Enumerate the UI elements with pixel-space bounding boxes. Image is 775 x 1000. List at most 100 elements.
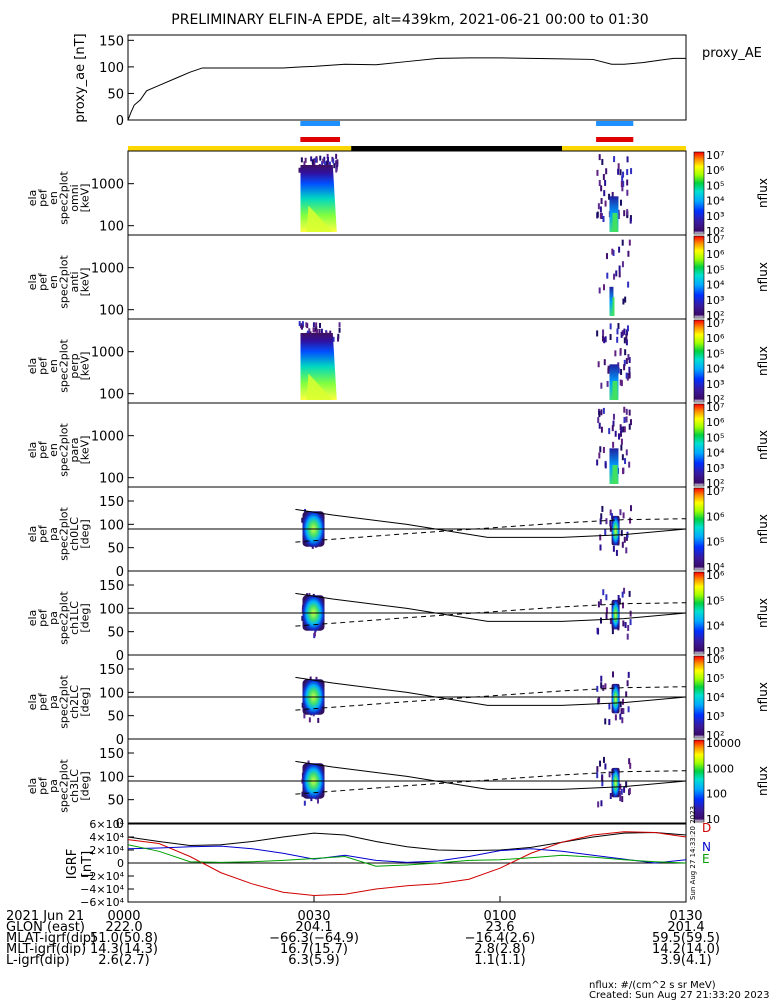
spectrogram-speckle — [628, 372, 631, 379]
pa-speckle — [313, 631, 316, 637]
spectrogram-speckle — [619, 169, 622, 176]
spectrogram-speckle — [320, 328, 323, 334]
panel-y-label: ela — [26, 778, 39, 795]
spectrogram-speckle — [598, 452, 601, 459]
panel-y-label: spec2plot — [58, 675, 71, 729]
panel-y-label: spec2plot — [58, 591, 71, 645]
spectrogram-speckle — [611, 191, 614, 198]
grf-tick-label: −4×10⁴ — [80, 883, 124, 896]
spectrogram-speckle — [609, 334, 612, 341]
spectrogram-speckle — [622, 298, 625, 305]
grf-tick-label: −6×10⁴ — [80, 896, 124, 909]
panel-y-tick-label: 50 — [107, 542, 124, 557]
colorbar-label: nflux — [756, 598, 770, 628]
colorbar-tick-label: 10⁷ — [706, 401, 724, 414]
colorbar-tick-label: 10⁷ — [706, 317, 724, 330]
colorbar-tick-label: 10⁵ — [706, 431, 724, 444]
pa-speckle — [619, 509, 622, 516]
spectrogram-speckle — [614, 350, 617, 357]
spectrogram-flux-core — [306, 373, 333, 400]
spectrogram-speckle — [600, 409, 603, 416]
spectrogram-speckle — [600, 198, 603, 205]
spectrogram-speckle — [335, 167, 338, 173]
grf-tick-label: −2×10⁴ — [80, 870, 124, 883]
spectrogram-speckle — [596, 211, 599, 218]
panel-y-label: pa — [47, 779, 60, 793]
orbit-table: 2021 Jun 21 0000 0030 0100 0130 GLON (east) 22… — [6, 896, 720, 968]
pa-speckle — [621, 796, 624, 803]
spectrogram-speckle — [616, 328, 619, 335]
spectrogram-speckle — [600, 426, 603, 433]
spectrogram-speckle — [624, 349, 627, 356]
orbit-table-cell: 59.5(59.5) — [652, 931, 720, 946]
pa-speckle — [600, 800, 603, 807]
orbit-table-cell: 6.3(5.9) — [288, 953, 340, 968]
grf-legend-E: E — [702, 852, 710, 866]
colorbar-tick-label: 10⁴ — [706, 363, 725, 376]
spectrogram-speckle — [625, 449, 628, 456]
spectrogram-speckle — [596, 169, 599, 176]
colorbar-tick-label: 10⁷ — [706, 233, 724, 246]
panel-y-label: pef — [37, 692, 50, 711]
spectrogram-speckle — [311, 159, 314, 165]
pa-speckle — [618, 598, 621, 605]
panel-y-label: pa — [47, 527, 60, 541]
panel-y-label: pef — [37, 188, 50, 207]
spectrogram-speckle — [324, 161, 327, 167]
orbit-table-cell: 1.1(1.1) — [474, 953, 526, 968]
grf-tick-label: 4×10⁴ — [89, 831, 124, 844]
panel-y-label: pa — [47, 695, 60, 709]
spectrogram-speckle — [627, 250, 630, 257]
colorbar-tick-label: 10⁶ — [706, 653, 725, 666]
loss-cone-line — [295, 592, 687, 622]
colorbar-tick-label: 10⁴ — [706, 279, 725, 292]
pa-speckle — [625, 691, 628, 698]
pa-speckle — [597, 698, 600, 705]
orbit-segment-bar — [562, 146, 686, 151]
pa-speckle — [622, 707, 625, 714]
spectrogram-speckle — [626, 329, 629, 336]
loss-cone-line — [295, 676, 687, 706]
pa-speckle — [602, 684, 605, 691]
spectrogram-speckle — [620, 438, 623, 445]
pa-speckle — [599, 599, 602, 606]
pa-speckle — [623, 536, 626, 543]
spectrogram-speckle — [625, 408, 628, 415]
pa-speckle — [309, 676, 312, 682]
colorbar-tick-label: 10000 — [706, 737, 741, 750]
panel-y-label: ela — [26, 442, 39, 459]
panel-y-label: spec2plot — [58, 171, 71, 225]
spectrogram-speckle — [625, 416, 628, 423]
colorbar-tick-label: 10² — [706, 477, 724, 490]
panel-y-label: ela — [26, 190, 39, 207]
spectrogram-speckle — [618, 246, 621, 253]
pa-flux-blob — [611, 767, 620, 798]
colorbar-label: nflux — [756, 766, 770, 796]
spectrogram-speckle — [617, 163, 620, 170]
spectrogram-speckle — [601, 158, 604, 165]
panel-y-label: spec2plot — [58, 759, 71, 813]
panel-y-label: ela — [26, 274, 39, 291]
pa-speckle — [608, 719, 611, 726]
orbit-table-row-label: GLON (east) — [6, 920, 85, 935]
pa-speckle — [599, 518, 602, 525]
grf-legend-N: N — [702, 840, 711, 854]
colorbar-tick-label: 10⁵ — [706, 347, 724, 360]
pa-speckle — [628, 758, 631, 765]
panel-frame — [127, 402, 687, 488]
orbit-table-cell: 3.9(4.1) — [660, 953, 712, 968]
panel-y-tick-label: 0 — [116, 649, 124, 664]
spectrogram-speckle — [623, 328, 626, 335]
pa-speckle — [619, 701, 622, 708]
pa-speckle — [600, 617, 603, 624]
spectrogram-speckle — [621, 330, 624, 337]
panel-y-tick-label: 50 — [107, 710, 124, 725]
pa-speckle — [597, 601, 600, 608]
panel-y-label: en — [47, 275, 60, 289]
spectrogram-speckle — [300, 157, 303, 163]
pa-speckle — [619, 795, 622, 802]
grf-D-line — [127, 831, 687, 897]
grf-legend-D: D — [702, 821, 711, 835]
panel-y-tick-label: 1000 — [91, 262, 124, 277]
spectrogram-speckle — [599, 206, 602, 213]
